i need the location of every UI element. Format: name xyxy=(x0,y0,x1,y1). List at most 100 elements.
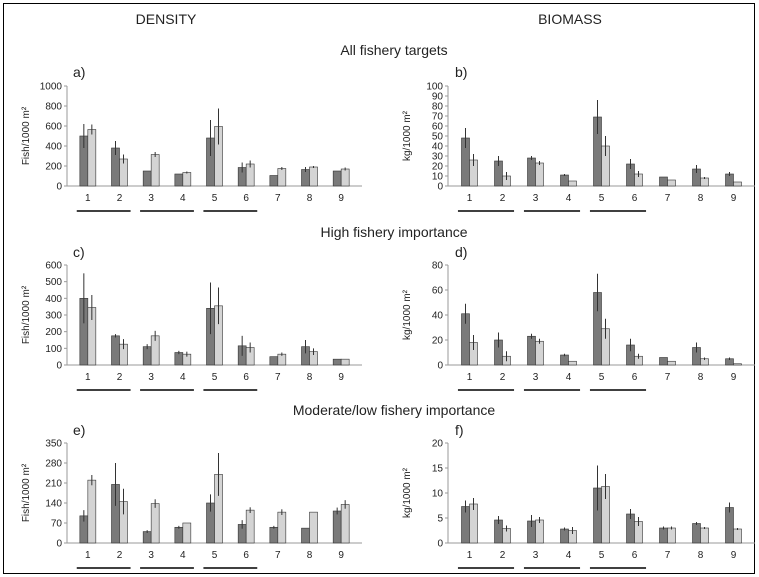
bar-series2-cat9 xyxy=(733,181,742,187)
panel-label: a) xyxy=(73,64,85,80)
bar-series1-cat2 xyxy=(111,335,120,366)
y-tick-label: 10 xyxy=(432,489,444,500)
bar-series2-cat9 xyxy=(733,363,742,366)
y-tick-label: 0 xyxy=(437,182,443,193)
y-tick-label: 20 xyxy=(432,439,444,450)
x-tick-label: 6 xyxy=(243,193,249,204)
bar-series1-cat3 xyxy=(527,157,536,187)
bar-series1-cat3 xyxy=(142,170,152,187)
panel-label: c) xyxy=(73,244,85,260)
bar-series1-cat9 xyxy=(725,507,734,544)
chart-panel-c: c) 0 100 200 300 400 500 600 Fish/1000 m² 1 2 3 4 5 6 7… xyxy=(21,244,362,391)
x-tick-label: 7 xyxy=(665,372,671,383)
y-tick-label: 300 xyxy=(45,311,62,322)
bar-series1-cat3 xyxy=(142,346,152,366)
chart-panel-d: d) 0 20 40 60 80 kg/1000 m² 1 2 3 4 5 6 7 8 9 xyxy=(402,244,755,391)
x-tick-label: 3 xyxy=(148,550,154,561)
x-tick-label: 2 xyxy=(500,193,506,204)
x-tick-label: 9 xyxy=(731,193,737,204)
y-tick-label: 800 xyxy=(45,102,62,113)
y-tick-label: 400 xyxy=(45,294,62,305)
y-axis-label: kg/1000 m² xyxy=(402,110,413,161)
y-tick-label: 50 xyxy=(432,132,444,143)
x-tick-label: 1 xyxy=(85,193,91,204)
x-tick-label: 4 xyxy=(566,550,572,561)
bar-series1-cat4 xyxy=(174,526,184,544)
x-tick-label: 5 xyxy=(599,372,605,383)
bar-series2-cat8 xyxy=(309,166,318,187)
x-tick-label: 9 xyxy=(338,550,344,561)
y-tick-label: 60 xyxy=(432,286,444,297)
y-tick-label: 0 xyxy=(56,361,62,372)
y-tick-label: 600 xyxy=(45,261,62,272)
x-tick-label: 9 xyxy=(338,193,344,204)
panel-label: b) xyxy=(455,64,467,80)
panel-label: f) xyxy=(455,422,464,438)
bar-series1-cat7 xyxy=(269,356,279,366)
y-tick-label: 100 xyxy=(45,344,62,355)
y-tick-label: 400 xyxy=(45,142,62,153)
x-tick-label: 5 xyxy=(212,372,218,383)
y-tick-label: 80 xyxy=(432,261,444,272)
y-tick-label: 60 xyxy=(432,122,444,133)
panel-label: d) xyxy=(455,244,467,260)
x-tick-label: 4 xyxy=(180,372,186,383)
x-tick-label: 7 xyxy=(665,550,671,561)
bar-series1-cat7 xyxy=(269,175,279,187)
x-tick-label: 8 xyxy=(307,372,313,383)
bar-series2-cat7 xyxy=(667,360,676,366)
y-axis-label: kg/1000 m² xyxy=(402,289,413,340)
bar-series1-cat8 xyxy=(301,527,310,544)
x-tick-label: 9 xyxy=(338,372,344,383)
y-tick-label: 350 xyxy=(45,439,62,450)
x-tick-label: 2 xyxy=(117,372,123,383)
x-tick-label: 6 xyxy=(632,372,638,383)
y-tick-label: 70 xyxy=(51,519,63,530)
y-tick-label: 80 xyxy=(432,102,444,113)
x-tick-label: 3 xyxy=(533,550,539,561)
bar-series2-cat9 xyxy=(340,358,350,366)
bar-series1-cat7 xyxy=(659,176,668,187)
y-tick-label: 0 xyxy=(437,361,443,372)
x-tick-label: 8 xyxy=(698,193,704,204)
y-tick-label: 0 xyxy=(56,539,62,550)
x-tick-label: 6 xyxy=(632,193,638,204)
x-tick-label: 6 xyxy=(632,550,638,561)
y-axis-label: Fish/1000 m² xyxy=(21,106,32,165)
x-tick-label: 4 xyxy=(180,550,186,561)
row-title-moderate-importance: Moderate/low fishery importance xyxy=(293,402,496,418)
bar-series2-cat7 xyxy=(277,168,287,187)
y-tick-label: 90 xyxy=(432,92,444,103)
chart-panel-a: a) 0 200 400 600 800 1000 Fish/1000 m² 1 2 3 4 5 6 7 8 9 xyxy=(21,64,362,212)
y-tick-label: 0 xyxy=(56,182,62,193)
figure-frame xyxy=(3,3,755,574)
bar-series1-cat9 xyxy=(332,170,342,187)
x-tick-label: 8 xyxy=(307,193,313,204)
x-tick-label: 1 xyxy=(467,550,473,561)
bar-series2-cat1 xyxy=(87,479,97,544)
bar-series2-cat8 xyxy=(700,177,709,187)
chart-panel-e: e) 0 70 140 210 280 350 Fish/1000 m² 1 2 3 4 5 6 7 8 9 xyxy=(21,422,362,569)
bar-series1-cat7 xyxy=(659,527,668,544)
bar-series2-cat7 xyxy=(667,179,676,187)
y-tick-label: 500 xyxy=(45,277,62,288)
x-tick-label: 3 xyxy=(533,193,539,204)
bar-series2-cat6 xyxy=(245,509,255,544)
y-tick-label: 5 xyxy=(437,514,443,525)
chart-panel-f: f) 0 5 10 15 20 kg/1000 m² 1 2 3 4 5 6 7 8 9 xyxy=(402,422,755,569)
x-tick-label: 7 xyxy=(665,193,671,204)
bar-series2-cat3 xyxy=(150,503,160,544)
bar-series1-cat7 xyxy=(659,357,668,366)
bar-series1-cat4 xyxy=(560,528,569,544)
y-tick-label: 15 xyxy=(432,464,444,475)
bar-series2-cat3 xyxy=(535,519,544,544)
x-tick-label: 2 xyxy=(500,550,506,561)
bar-series2-cat3 xyxy=(535,340,544,366)
x-tick-label: 1 xyxy=(467,372,473,383)
bar-series1-cat4 xyxy=(560,174,569,187)
panel-label: e) xyxy=(73,422,85,438)
x-tick-label: 7 xyxy=(275,550,281,561)
y-tick-label: 200 xyxy=(45,327,62,338)
